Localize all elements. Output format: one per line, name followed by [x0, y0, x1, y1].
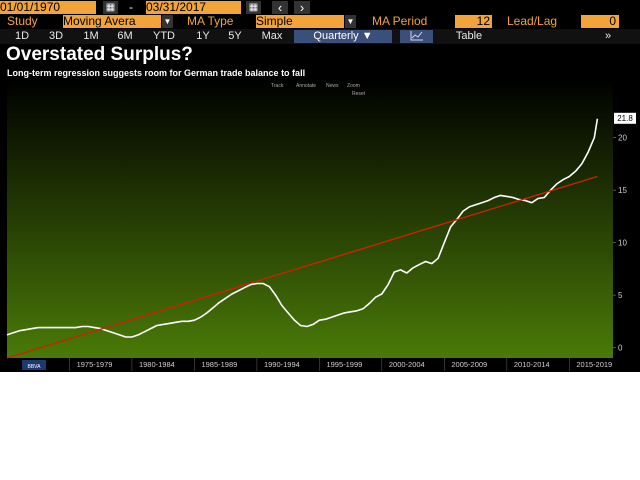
range-bar: 1D 3D 1M 6M YTD 1Y 5Y Max Quarterly ▼ Ta…: [0, 29, 640, 44]
ma-period-label: MA Period: [372, 14, 428, 28]
ma-type-dropdown-icon[interactable]: ▼: [345, 15, 356, 28]
range-1m-button[interactable]: 1M: [83, 30, 99, 42]
trade-balance-line: [6, 118, 599, 338]
expand-icon[interactable]: »: [604, 30, 612, 42]
ma-type-select[interactable]: Simple: [256, 15, 344, 28]
x-tick-label: 1980-1984: [139, 360, 175, 369]
y-tick-label: 10: [618, 239, 627, 248]
plot-area: [7, 80, 613, 358]
range-6m-button[interactable]: 6M: [117, 30, 133, 42]
last-value-label: 21.8: [617, 114, 633, 123]
x-tick-label: 1990-1994: [264, 360, 300, 369]
table-view-button[interactable]: Table: [455, 30, 483, 42]
y-axis: 0 5 10 15 20: [613, 134, 627, 353]
range-ytd-button[interactable]: YTD: [153, 30, 175, 42]
x-tick-label: 1985-1989: [201, 360, 237, 369]
track-tool[interactable]: Track: [271, 83, 284, 89]
range-1d-button[interactable]: 1D: [14, 30, 30, 42]
chart-tools: Track Annotate News Zoom Reset: [271, 83, 366, 97]
last-value-box: [614, 112, 636, 124]
end-date-field[interactable]: 03/31/2017: [146, 1, 241, 14]
lead-lag-input[interactable]: 0: [581, 15, 619, 28]
x-tick-label: 1995-1999: [326, 360, 362, 369]
y-axis-panel: [613, 80, 640, 372]
chart-type-glyph: [410, 31, 423, 41]
ma-period-input[interactable]: 12: [455, 15, 492, 28]
regression-trend-line: [6, 175, 598, 359]
lead-lag-label: Lead/Lag: [507, 14, 558, 28]
bloomberg-chart-window: 01/01/1970 ▦ - 03/31/2017 ▦ ‹ › Study Mo…: [0, 0, 640, 372]
y-tick-label: 15: [618, 186, 627, 195]
chart-title: Overstated Surplus?: [6, 44, 193, 65]
end-calendar-icon[interactable]: ▦: [246, 1, 261, 14]
source-badge: BBVA: [28, 364, 42, 370]
date-separator: -: [129, 0, 133, 14]
chart-plot: Track Annotate News Zoom Reset 1975-1979…: [0, 80, 640, 372]
y-tick-label: 20: [618, 134, 627, 143]
chart-subtitle: Long-term regression suggests room for G…: [7, 68, 306, 78]
y-tick-label: 0: [618, 344, 623, 353]
start-calendar-icon[interactable]: ▦: [103, 1, 118, 14]
study-select[interactable]: Moving Avera: [63, 15, 161, 28]
x-tick-label: 1975-1979: [77, 360, 113, 369]
range-3d-button[interactable]: 3D: [48, 30, 64, 42]
range-5y-button[interactable]: 5Y: [228, 30, 242, 42]
next-period-button[interactable]: ›: [294, 1, 310, 14]
series-layer: [6, 118, 599, 359]
source-badge-box: [22, 360, 46, 370]
x-tick-label: 2005-2009: [451, 360, 487, 369]
x-tick-label: 2010-2014: [514, 360, 550, 369]
zoom-tool[interactable]: Zoom: [347, 83, 360, 89]
x-axis: 1975-1979 1980-1984 1985-1989 1990-1994 1995…: [69, 358, 612, 371]
range-1y-button[interactable]: 1Y: [196, 30, 210, 42]
frequency-dropdown[interactable]: Quarterly ▼: [294, 30, 392, 43]
x-tick-label: 2000-2004: [389, 360, 425, 369]
x-axis-panel: [0, 358, 640, 372]
ma-type-label: MA Type: [187, 14, 234, 28]
start-date-field[interactable]: 01/01/1970: [0, 1, 96, 14]
date-range-bar: 01/01/1970 ▦ - 03/31/2017 ▦ ‹ ›: [0, 0, 640, 14]
line-chart-icon[interactable]: [400, 30, 433, 43]
range-max-button[interactable]: Max: [261, 30, 283, 42]
prev-period-button[interactable]: ‹: [272, 1, 288, 14]
annotate-tool[interactable]: Annotate: [296, 83, 316, 89]
study-bar: Study Moving Avera ▼ MA Type Simple ▼ MA…: [0, 14, 640, 29]
study-label: Study: [7, 14, 38, 28]
reset-tool[interactable]: Reset: [352, 91, 366, 97]
y-tick-label: 5: [618, 291, 623, 300]
news-tool[interactable]: News: [326, 83, 339, 89]
study-dropdown-icon[interactable]: ▼: [162, 15, 173, 28]
x-tick-label: 2015-2019: [576, 360, 612, 369]
